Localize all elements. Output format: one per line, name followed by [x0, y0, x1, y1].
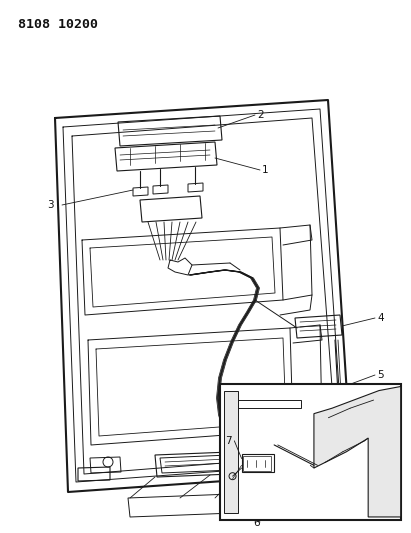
Text: 4: 4 — [377, 313, 383, 323]
Text: 6: 6 — [253, 518, 260, 528]
Text: 8108 10200: 8108 10200 — [18, 18, 98, 31]
Text: 1: 1 — [262, 165, 269, 175]
Text: 2: 2 — [257, 110, 263, 120]
Text: 3: 3 — [47, 200, 53, 210]
Text: 5: 5 — [377, 370, 383, 380]
Polygon shape — [314, 386, 401, 517]
Text: 7: 7 — [225, 436, 232, 446]
Bar — [220, 384, 401, 520]
Polygon shape — [224, 391, 238, 513]
